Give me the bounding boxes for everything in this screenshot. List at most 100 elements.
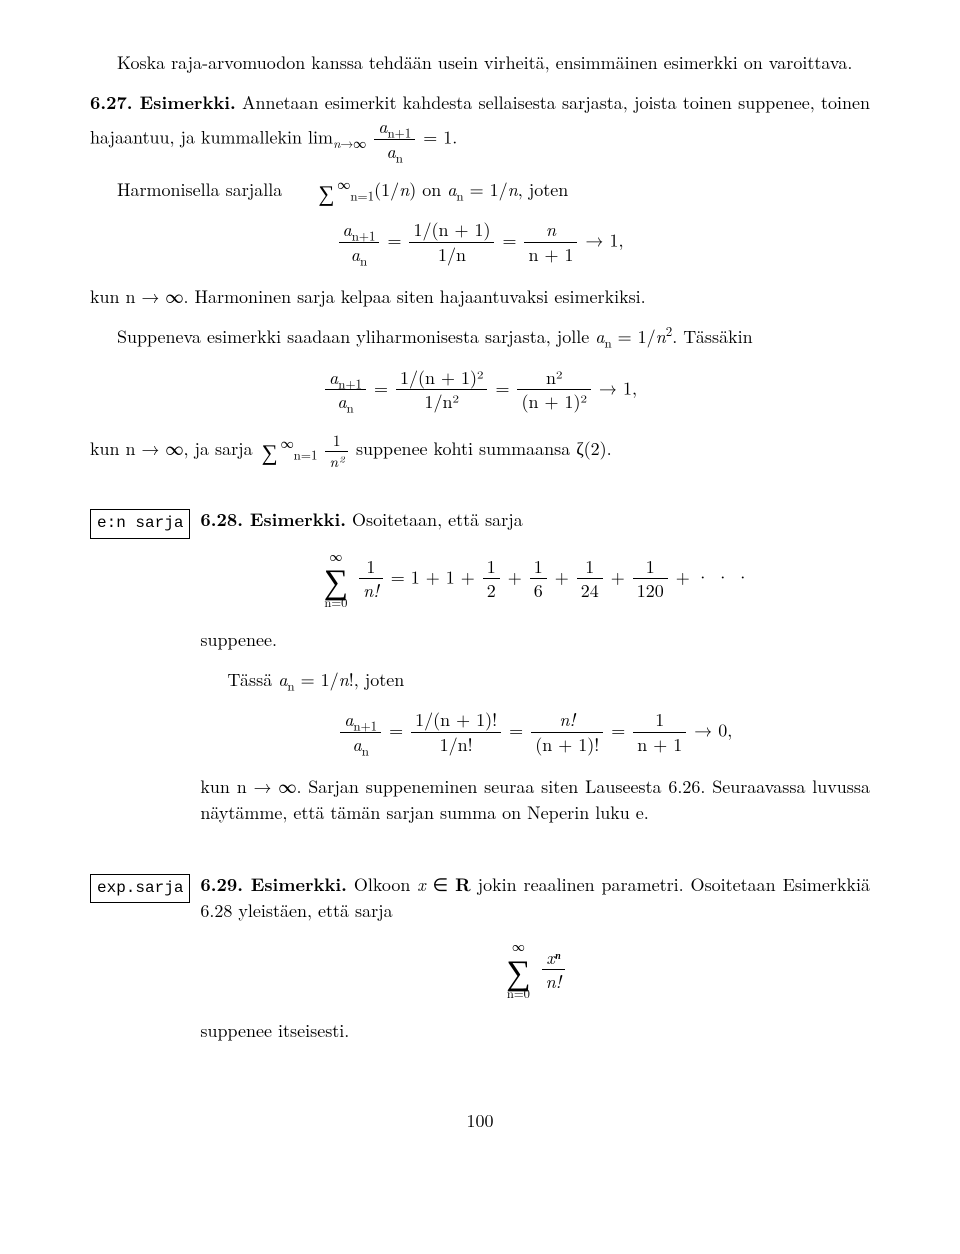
num: 1/(n + 1)	[409, 219, 494, 243]
num: 1	[633, 709, 686, 733]
eq: =	[489, 375, 515, 400]
a-sym-2: a	[387, 139, 396, 164]
t: Harmonisella sarjalla	[117, 177, 288, 202]
sum-bot: n=0	[324, 596, 348, 609]
example-627: 6.27. Esimerkki. Annetaan esimerkit kahd…	[90, 90, 870, 163]
tail: → 0,	[688, 717, 732, 742]
t: = 1/	[612, 324, 656, 349]
t: = 1/	[464, 177, 508, 202]
ex628-label: 6.28. Esimerkki.	[200, 507, 346, 532]
n: n	[399, 177, 409, 202]
den: n!	[542, 970, 566, 993]
dots: + · · ·	[670, 564, 750, 589]
den: (n + 1)!	[531, 733, 603, 756]
den: n + 1	[633, 733, 686, 756]
ex629-display: ∞ ∑ n=0 xⁿ n!	[200, 940, 870, 999]
n: 1	[530, 556, 547, 580]
a: a	[337, 389, 346, 414]
num: 1/(n + 1)²	[396, 367, 487, 391]
sigma-icon: ∑	[324, 562, 348, 596]
t: suppenee kohti summaansa ζ(2).	[350, 436, 612, 461]
eq: =	[368, 375, 394, 400]
n-sub: n	[396, 147, 403, 166]
a: a	[329, 365, 338, 390]
den: n + 1	[524, 243, 577, 266]
d: 6	[530, 579, 547, 602]
n: n	[339, 667, 349, 692]
sigma-icon: ∑	[262, 440, 278, 463]
ratio-inline: an+1 an	[374, 116, 415, 163]
d: 120	[633, 579, 668, 602]
n: n	[508, 177, 518, 202]
a: a	[352, 732, 361, 757]
x: x	[417, 872, 425, 897]
margin-label-e-sarja: e:n sarja	[90, 509, 190, 538]
tail: → 1,	[593, 375, 637, 400]
eq: =	[496, 228, 522, 253]
ex628-p4: kun n → ∞. Sarjan suppeneminen seuraa si…	[200, 774, 870, 826]
sub: n	[347, 398, 354, 417]
ex629-p1: 6.29. Esimerkki. Olkoon x ∈ R jokin reaa…	[200, 872, 870, 924]
eq: =	[605, 717, 631, 742]
den: (n + 1)²	[517, 390, 590, 413]
sum-inline: ∑	[262, 440, 278, 463]
ex629-p2: suppenee itseisesti.	[200, 1018, 870, 1044]
ex629-label: 6.29. Esimerkki.	[200, 872, 346, 897]
t: !, joten	[349, 667, 405, 692]
t: , joten	[518, 177, 569, 202]
ex628-display-2: an+1 an = 1/(n + 1)! 1/n! = n! (n + 1)! …	[200, 709, 870, 756]
sum-top: ∞	[337, 174, 350, 193]
ex628-display-1: ∞ ∑ n=0 1 n! = 1 + 1 + 12 + 16 + 124 + 1…	[200, 550, 870, 609]
sum-bot: n=0	[506, 987, 530, 1000]
margin-label-exp-sarja: exp.sarja	[90, 874, 190, 903]
num: n!	[531, 709, 603, 733]
ex627-p5: kun n → ∞, ja sarja ∑∞n=1 1 n² suppenee …	[90, 431, 870, 471]
ex628-p3: Tässä an = 1/n!, joten	[200, 667, 870, 693]
sub: n	[287, 676, 294, 695]
t: . Tässäkin	[672, 324, 752, 349]
sum-bot: n=1	[350, 186, 374, 205]
sum-symbol: ∞ ∑ n=0	[506, 940, 530, 999]
t: = 1/	[295, 667, 339, 692]
ex628-tail: Osoitetaan, että sarja	[352, 507, 523, 532]
num: 1	[359, 556, 383, 580]
example-627-label: 6.27. Esimerkki.	[90, 90, 236, 115]
ex627-display-2: an+1 an = 1/(n + 1)² 1/n² = n² (n + 1)² …	[90, 367, 870, 414]
top: ∞	[281, 433, 294, 452]
den: 1/n	[409, 243, 494, 266]
ex627-p4: Suppeneva esimerkki saadaan yliharmonise…	[90, 324, 870, 350]
t: ∈	[426, 872, 456, 897]
a: a	[351, 242, 360, 267]
tail: → 1,	[579, 228, 623, 253]
d: 2	[483, 579, 500, 602]
t: Suppeneva esimerkki saadaan yliharmonise…	[117, 324, 595, 349]
t: Olkoon	[354, 872, 417, 897]
eq: =	[503, 717, 529, 742]
sum-symbol: ∞ ∑ n=0	[324, 550, 348, 609]
R-set: R	[455, 872, 471, 897]
den: 1/n!	[411, 733, 501, 756]
t: ) on	[409, 177, 447, 202]
intro-paragraph: Koska raja-arvomuodon kanssa tehdään use…	[90, 50, 870, 76]
num: xⁿ	[542, 947, 566, 971]
ex627-text-1b: = 1.	[417, 125, 457, 150]
sub: n	[604, 333, 611, 352]
n: 1	[577, 556, 603, 580]
n: 1	[633, 556, 668, 580]
example-628-block: e:n sarja 6.28. Esimerkki. Osoitetaan, e…	[90, 507, 870, 840]
plus: +	[502, 564, 528, 589]
den: 1/n²	[396, 390, 487, 413]
plus: +	[605, 564, 631, 589]
a: a	[343, 217, 352, 242]
plus: +	[549, 564, 575, 589]
bot: n=1	[294, 445, 318, 464]
t: kun n → ∞, ja sarja	[90, 436, 259, 461]
ex627-display-1: an+1 an = 1/(n + 1) 1/n = n n + 1 → 1,	[90, 219, 870, 266]
num: n²	[517, 367, 590, 391]
page-number: 100	[90, 1108, 870, 1134]
den: n!	[359, 579, 383, 602]
sigma-icon: ∑	[506, 953, 530, 987]
ex628-heading: 6.28. Esimerkki. Osoitetaan, että sarja	[200, 507, 870, 533]
num: 1	[325, 431, 348, 451]
den: n²	[325, 452, 348, 472]
